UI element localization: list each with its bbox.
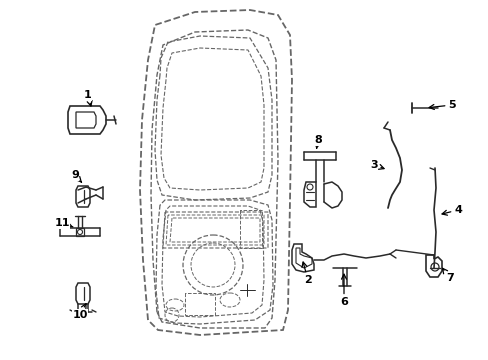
Text: 1: 1 [84, 90, 92, 106]
Text: 5: 5 [428, 100, 455, 110]
Text: 4: 4 [441, 205, 461, 215]
Text: 9: 9 [71, 170, 81, 182]
Text: 11: 11 [54, 218, 73, 228]
Text: 6: 6 [339, 274, 347, 307]
Text: 10: 10 [72, 304, 87, 320]
Text: 8: 8 [313, 135, 321, 148]
Text: 3: 3 [369, 160, 383, 170]
Text: 2: 2 [302, 262, 311, 285]
Text: 7: 7 [442, 268, 453, 283]
